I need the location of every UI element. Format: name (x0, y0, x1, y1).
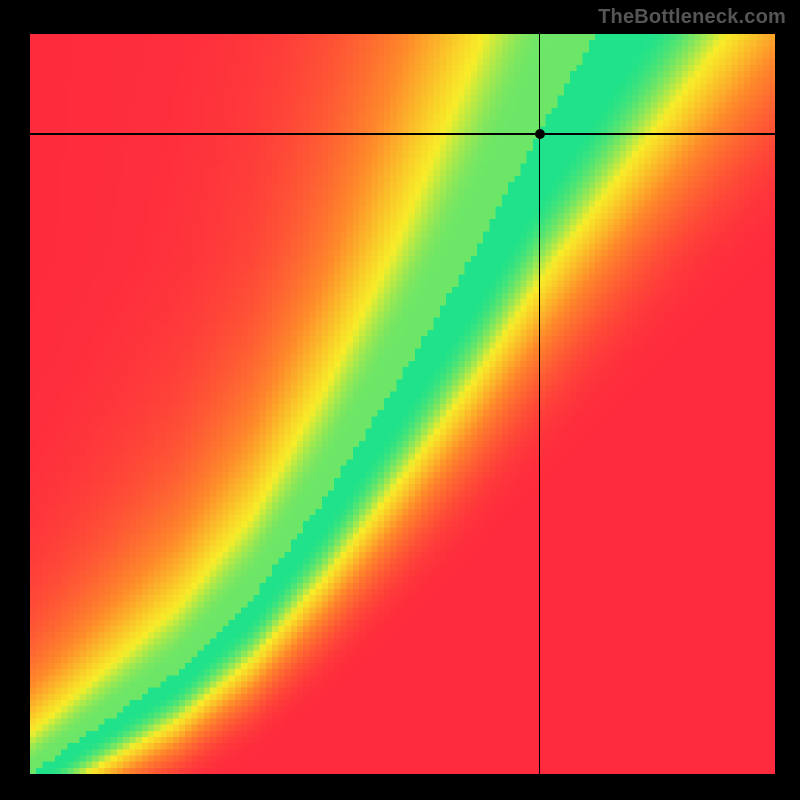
crosshair-vertical (539, 34, 541, 774)
crosshair-horizontal (30, 133, 775, 135)
heatmap-canvas (30, 34, 775, 774)
watermark-text: TheBottleneck.com (598, 6, 786, 29)
intersection-point (535, 129, 545, 139)
